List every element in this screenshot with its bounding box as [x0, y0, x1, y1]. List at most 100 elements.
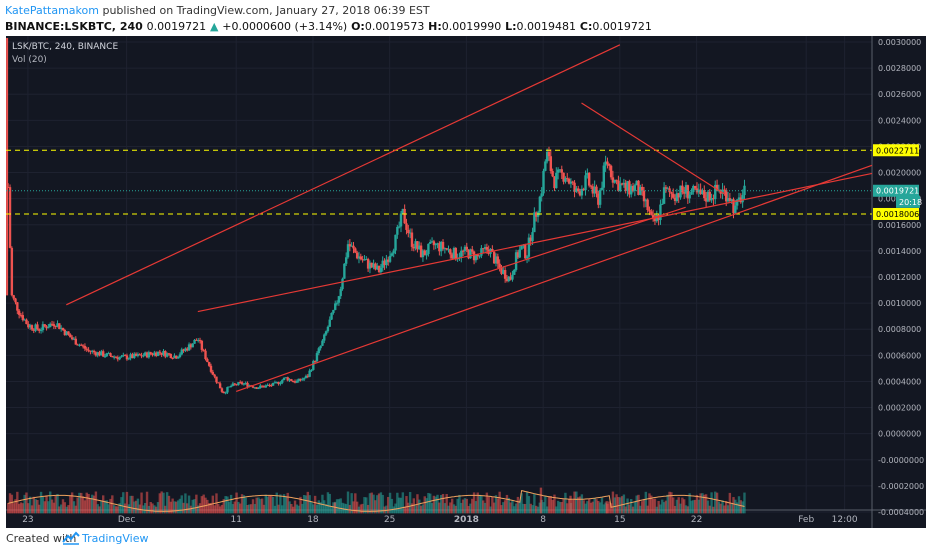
price-label-text: 0.0018006 [876, 210, 919, 219]
volume-bar [496, 498, 500, 514]
volume-bar [304, 495, 308, 514]
volume-bar [503, 500, 507, 514]
volume-bar [127, 504, 130, 514]
volume-bar [525, 492, 529, 514]
chart-area[interactable]: 0.0030000 0.0028000 0.0026000 0.0024000 0.00… [6, 36, 926, 528]
candle-body [438, 243, 441, 252]
volume-bar [449, 502, 452, 514]
volume-bar [220, 504, 224, 514]
volume-bar [169, 501, 172, 514]
candle-body [259, 385, 262, 389]
volume-bar [10, 494, 14, 514]
candle-body [379, 267, 383, 273]
volume-bar [312, 504, 315, 514]
volume-bar [308, 495, 311, 514]
candle-body [573, 182, 576, 192]
candle-body [545, 151, 549, 162]
candle-body [279, 382, 282, 385]
y-tick-label: 0.0000000 [878, 430, 921, 439]
candle-body [158, 351, 162, 353]
candle-body [620, 183, 624, 185]
candle-body [721, 189, 724, 194]
volume-bar [69, 495, 72, 514]
volume-bar [513, 506, 516, 514]
open-value: 0.0019573 [364, 20, 425, 33]
x-tick-label: 11 [230, 515, 241, 525]
candle-body [242, 383, 246, 385]
candle-body [443, 248, 447, 250]
candle-body [49, 323, 52, 328]
volume-bar [429, 493, 432, 514]
volume-bar [637, 494, 640, 514]
candle-body [525, 256, 529, 259]
candle-body [246, 382, 249, 387]
candle-body [730, 199, 733, 201]
candle-body [8, 187, 12, 248]
candle-body [206, 359, 209, 363]
volume-bar [721, 500, 724, 514]
candle-body [251, 386, 255, 388]
candle-body [105, 353, 109, 357]
candle-body [408, 232, 412, 234]
candle-body [503, 269, 507, 279]
candle-body [330, 312, 333, 320]
x-tick-label: 22 [691, 515, 702, 525]
volume-bar [76, 497, 79, 514]
candle-body [25, 319, 28, 325]
candle-body [363, 259, 366, 261]
volume-bar [151, 503, 154, 514]
volume-bar [282, 494, 286, 514]
candle-body [85, 348, 88, 350]
candle-body [441, 241, 445, 249]
candle-body [16, 302, 19, 311]
candle-body [138, 354, 141, 356]
y-tick-label: -0.0000000 [878, 456, 924, 465]
candle-body [91, 350, 94, 352]
tradingview-brand[interactable]: TradingView [82, 532, 149, 545]
price-label-text: 20:18 [899, 198, 922, 207]
volume-bar [551, 499, 554, 514]
candle-body [690, 192, 693, 195]
candle-body [317, 348, 320, 354]
volume-bar [224, 496, 227, 514]
volume-bar [452, 504, 456, 514]
candle-body [178, 354, 182, 358]
volume-bar [178, 498, 182, 514]
candle-body [144, 352, 147, 356]
candle-body [209, 365, 213, 372]
candle-body [153, 352, 156, 356]
candle-body [703, 190, 706, 199]
volume-bar [176, 500, 180, 514]
volume-bar [237, 501, 240, 514]
candle-body [58, 323, 61, 329]
volume-bar [240, 494, 244, 514]
price-change: +0.0000600 (+3.14%) [222, 20, 348, 33]
candle-body [558, 169, 562, 171]
candle-body [602, 165, 605, 188]
volume-bar [142, 505, 145, 514]
volume-bar [21, 503, 25, 514]
candle-body [171, 357, 174, 359]
candle-body [450, 254, 454, 259]
candle-body [551, 171, 554, 177]
volume-bar [133, 501, 136, 514]
volume-bar [52, 502, 56, 514]
volume-bar [425, 498, 428, 514]
chart-svg[interactable]: 0.0030000 0.0028000 0.0026000 0.0024000 0.00… [6, 36, 926, 528]
author-link[interactable]: KatePattamakom [5, 4, 99, 17]
volume-bar [471, 498, 474, 514]
candle-body [547, 151, 551, 157]
candle-body [626, 181, 629, 191]
candle-body [714, 184, 717, 200]
candle-body [359, 256, 363, 260]
candle-body [549, 156, 553, 172]
volume-bar [83, 500, 87, 514]
volume-bar [697, 499, 700, 514]
candle-body [580, 188, 584, 196]
volume-bar [670, 492, 673, 514]
volume-bar [32, 496, 35, 514]
candle-body [266, 384, 269, 386]
volume-bar [555, 506, 558, 514]
candle-body [469, 249, 472, 259]
volume-bar [646, 505, 649, 514]
